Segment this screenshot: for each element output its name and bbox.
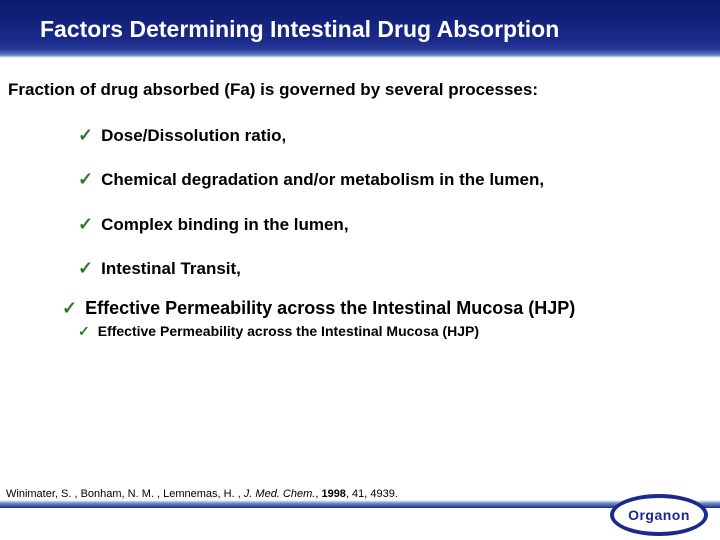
- bullet-list: ✓ Dose/Dissolution ratio, ✓ Chemical deg…: [8, 126, 712, 280]
- slide-title: Factors Determining Intestinal Drug Abso…: [40, 16, 559, 43]
- title-bar: Factors Determining Intestinal Drug Abso…: [0, 0, 720, 58]
- highlight-item: ✓ Effective Permeability across the Intes…: [8, 298, 712, 319]
- citation: Winimater, S. , Bonham, N. M. , Lemnemas…: [6, 488, 398, 500]
- bullet-text: Complex binding in the lumen,: [101, 215, 348, 235]
- bullet-text: Dose/Dissolution ratio,: [101, 126, 286, 146]
- bullet-text: Chemical degradation and/or metabolism i…: [101, 170, 544, 190]
- check-icon: ✓: [78, 323, 90, 339]
- logo-text: Organon: [610, 494, 708, 536]
- citation-year: 1998: [321, 488, 345, 500]
- content-area: Fraction of drug absorbed (Fa) is govern…: [0, 58, 720, 341]
- check-icon: ✓: [78, 170, 93, 190]
- highlight-sub-text: Effective Permeability across the Intest…: [98, 323, 479, 339]
- check-icon: ✓: [78, 259, 93, 279]
- highlight-text: Effective Permeability across the Intest…: [85, 298, 575, 318]
- citation-rest: , 41, 4939.: [346, 488, 398, 500]
- highlight-sub-item: ✓ Effective Permeability across the Intes…: [8, 323, 712, 341]
- list-item: ✓ Intestinal Transit,: [78, 259, 712, 279]
- footer: Winimater, S. , Bonham, N. M. , Lemnemas…: [0, 488, 720, 540]
- citation-journal: J. Med. Chem.: [244, 488, 316, 500]
- bullet-text: Intestinal Transit,: [101, 259, 241, 279]
- list-item: ✓ Complex binding in the lumen,: [78, 215, 712, 235]
- check-icon: ✓: [78, 126, 93, 146]
- citation-authors: Winimater, S. , Bonham, N. M. , Lemnemas…: [6, 488, 244, 500]
- check-icon: ✓: [78, 215, 93, 235]
- list-item: ✓ Chemical degradation and/or metabolism…: [78, 170, 712, 190]
- subheading: Fraction of drug absorbed (Fa) is govern…: [8, 80, 712, 100]
- organon-logo: Organon: [610, 494, 708, 536]
- check-icon: ✓: [62, 298, 77, 318]
- list-item: ✓ Dose/Dissolution ratio,: [78, 126, 712, 146]
